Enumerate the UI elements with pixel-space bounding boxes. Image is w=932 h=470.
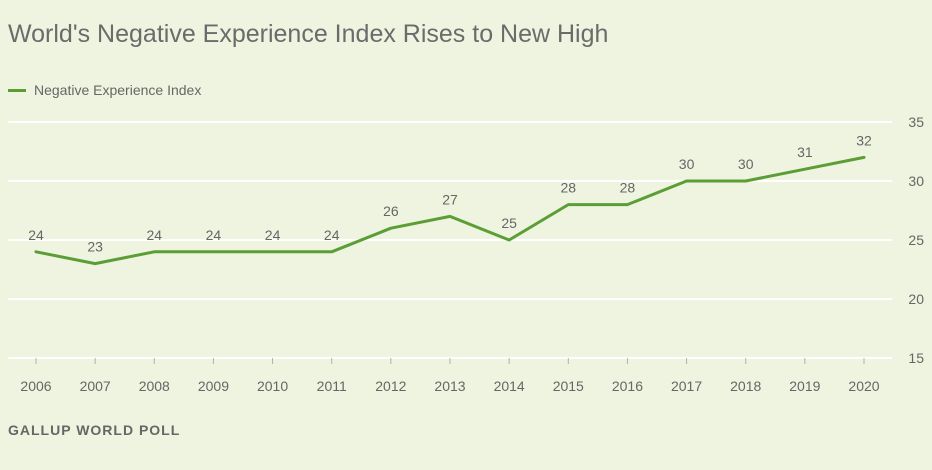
data-label: 28 xyxy=(620,180,636,196)
x-tick-label: 2016 xyxy=(612,378,643,394)
source-note: GALLUP WORLD POLL xyxy=(8,422,181,438)
x-tick-label: 2012 xyxy=(375,378,406,394)
data-label: 24 xyxy=(28,227,44,243)
y-tick-label: 20 xyxy=(908,291,924,307)
y-tick-label: 35 xyxy=(908,114,924,130)
x-tick-label: 2018 xyxy=(730,378,761,394)
x-tick-label: 2007 xyxy=(80,378,111,394)
x-tick-label: 2014 xyxy=(494,378,525,394)
x-tick-label: 2010 xyxy=(257,378,288,394)
data-label: 28 xyxy=(560,180,576,196)
y-tick-label: 25 xyxy=(908,232,924,248)
x-tick-label: 2015 xyxy=(553,378,584,394)
y-tick-label: 30 xyxy=(908,173,924,189)
data-label: 30 xyxy=(738,156,754,172)
data-label: 30 xyxy=(679,156,695,172)
data-label: 24 xyxy=(324,227,340,243)
data-label: 23 xyxy=(87,239,103,255)
data-label: 24 xyxy=(146,227,162,243)
series-line xyxy=(34,155,866,266)
series-line-layer xyxy=(34,155,866,266)
data-label: 24 xyxy=(265,227,281,243)
x-tick-label: 2011 xyxy=(317,378,347,394)
data-label: 24 xyxy=(206,227,222,243)
data-label: 31 xyxy=(797,144,813,160)
x-tick-label: 2019 xyxy=(789,378,820,394)
x-tick-label: 2020 xyxy=(848,378,879,394)
x-tick-label: 2006 xyxy=(20,378,51,394)
y-axis: 15 20 25 30 35 xyxy=(908,114,924,366)
legend-label: Negative Experience Index xyxy=(34,82,202,98)
legend-swatch xyxy=(8,88,26,92)
data-label: 26 xyxy=(383,203,399,219)
data-labels: 24 23 24 24 24 24 26 27 25 28 28 30 30 31 32 xyxy=(28,132,872,254)
chart-title: World's Negative Experience Index Rises … xyxy=(8,20,609,48)
legend: Negative Experience Index xyxy=(8,82,201,98)
data-label: 32 xyxy=(856,132,872,148)
y-tick-label: 15 xyxy=(908,350,924,366)
data-label: 27 xyxy=(442,191,458,207)
x-tick-label: 2009 xyxy=(198,378,229,394)
gridlines xyxy=(8,121,892,359)
x-axis: 2006 2007 2008 2009 2010 2011 2012 2013 2014 2015… xyxy=(20,358,880,394)
data-label: 25 xyxy=(501,215,517,231)
x-tick-label: 2017 xyxy=(671,378,702,394)
x-tick-label: 2013 xyxy=(434,378,465,394)
x-tick-label: 2008 xyxy=(139,378,170,394)
